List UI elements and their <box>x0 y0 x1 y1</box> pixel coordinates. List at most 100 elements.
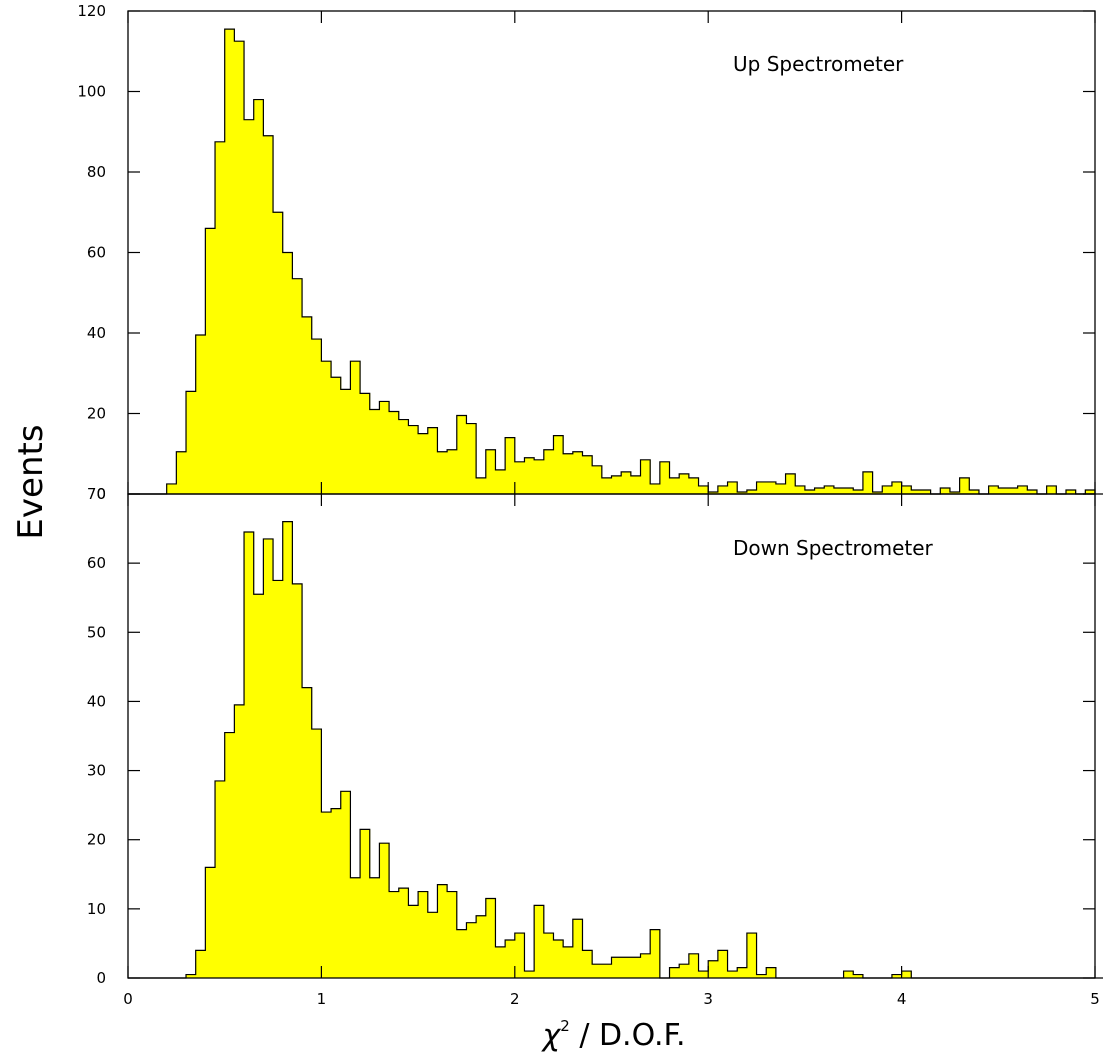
histogram-bar <box>379 401 390 494</box>
histogram-bar <box>282 521 293 978</box>
histogram-bar <box>1017 485 1028 494</box>
histogram-bar <box>1027 489 1038 494</box>
histogram-bar <box>321 361 332 494</box>
histogram-bar <box>756 481 767 494</box>
histogram-bar <box>775 483 787 494</box>
histogram-bar <box>891 481 903 494</box>
histogram-bar <box>572 919 583 978</box>
histogram-bar <box>234 704 245 978</box>
histogram-bar <box>389 891 400 978</box>
x-axis-label-symbol: χ <box>540 1018 561 1053</box>
histogram-bar <box>843 487 854 494</box>
histogram-bar <box>1007 487 1019 494</box>
y-tick-label: 40 <box>87 692 106 710</box>
histogram-bar <box>302 687 313 978</box>
x-tick-label: 0 <box>123 990 133 1008</box>
histogram-bar <box>669 967 680 978</box>
up-spectrometer-panel: Up Spectrometer 0 20 40 60 80 100 120 <box>77 2 1103 503</box>
histogram-bar <box>843 971 854 978</box>
histogram-bar <box>360 829 371 978</box>
histogram-bar <box>630 475 642 494</box>
x-tick-label: 2 <box>510 990 520 1008</box>
y-tick-label: 0 <box>96 969 106 987</box>
histogram-bar <box>379 843 390 978</box>
panel-title-up: Up Spectrometer <box>733 52 904 76</box>
histogram-bar <box>611 475 622 494</box>
histogram-bar <box>543 449 554 494</box>
histogram-bar <box>224 732 235 978</box>
plot-frame <box>127 493 1096 979</box>
histogram-bar <box>611 957 622 978</box>
histogram-bar <box>756 974 767 978</box>
histogram-bar <box>524 457 535 494</box>
histogram-bar <box>360 393 371 494</box>
histogram-bar <box>273 212 284 494</box>
histogram-bar <box>949 491 961 494</box>
histogram-bar <box>311 339 322 494</box>
histogram-bar <box>862 471 874 494</box>
histogram-bar <box>795 485 806 494</box>
histogram-bar <box>853 974 864 978</box>
histogram-bar <box>205 228 216 494</box>
histogram-bar <box>195 335 206 494</box>
histogram-bar <box>408 905 419 978</box>
histogram-bar <box>398 419 409 494</box>
histogram-bar <box>331 808 342 978</box>
histogram-bar <box>186 391 197 494</box>
histogram-bar <box>514 461 525 494</box>
histogram-bar <box>988 485 999 494</box>
histogram-bar <box>524 971 535 978</box>
histogram-bar <box>582 455 593 494</box>
histogram-bar <box>176 451 187 494</box>
histogram-bar <box>814 487 825 494</box>
histogram-bar <box>727 481 738 494</box>
histogram-bar <box>263 135 274 494</box>
histogram-bar <box>824 485 835 494</box>
histogram-bar <box>717 950 729 978</box>
y-axis-label: Events <box>11 424 51 539</box>
histogram-bar <box>650 483 661 494</box>
y-tick-label: 30 <box>87 762 106 780</box>
histogram-bar <box>727 971 738 978</box>
histogram-bar <box>882 485 893 494</box>
histogram-bar <box>621 471 632 494</box>
histogram-bar <box>447 891 458 978</box>
histogram-bar <box>679 473 690 494</box>
histogram-bar <box>418 891 429 978</box>
x-tick-label: 3 <box>703 990 713 1008</box>
histogram-bar <box>447 449 458 494</box>
y-tick-label: 50 <box>87 623 106 641</box>
histogram-bar <box>688 953 700 978</box>
histogram-bar <box>466 423 477 494</box>
histogram-bar <box>679 964 690 978</box>
histogram-bar <box>321 812 332 978</box>
histogram-bar <box>350 361 361 494</box>
histogram-bar <box>1085 489 1096 494</box>
y-tick-label: 60 <box>87 244 106 262</box>
histogram-bar <box>215 141 226 494</box>
histogram-bar <box>969 489 980 494</box>
histogram-bar <box>476 477 487 494</box>
histogram-bar <box>940 487 951 494</box>
histogram-bar <box>698 971 709 978</box>
histogram-bar <box>437 451 448 494</box>
histogram-bar <box>427 427 438 494</box>
histogram-bar <box>369 409 380 494</box>
histogram-bar <box>698 485 709 494</box>
histogram-bar <box>292 583 303 978</box>
histogram-bar <box>669 477 680 494</box>
x-axis-label: χ2 / D.O.F. <box>540 1017 685 1053</box>
histogram-bar <box>553 939 564 978</box>
histogram-bar <box>572 451 583 494</box>
histogram-bar <box>534 459 545 494</box>
y-tick-label: 70 <box>87 485 106 503</box>
histogram-bar <box>292 278 303 494</box>
histogram-bar <box>534 905 545 978</box>
histogram-bar <box>263 538 274 978</box>
y-tick-label: 60 <box>87 554 106 572</box>
histogram-bar <box>853 489 864 494</box>
histogram-bar <box>601 964 612 978</box>
histogram-bar <box>630 957 642 978</box>
histogram-bar <box>998 487 1009 494</box>
histogram-bar <box>369 877 380 978</box>
